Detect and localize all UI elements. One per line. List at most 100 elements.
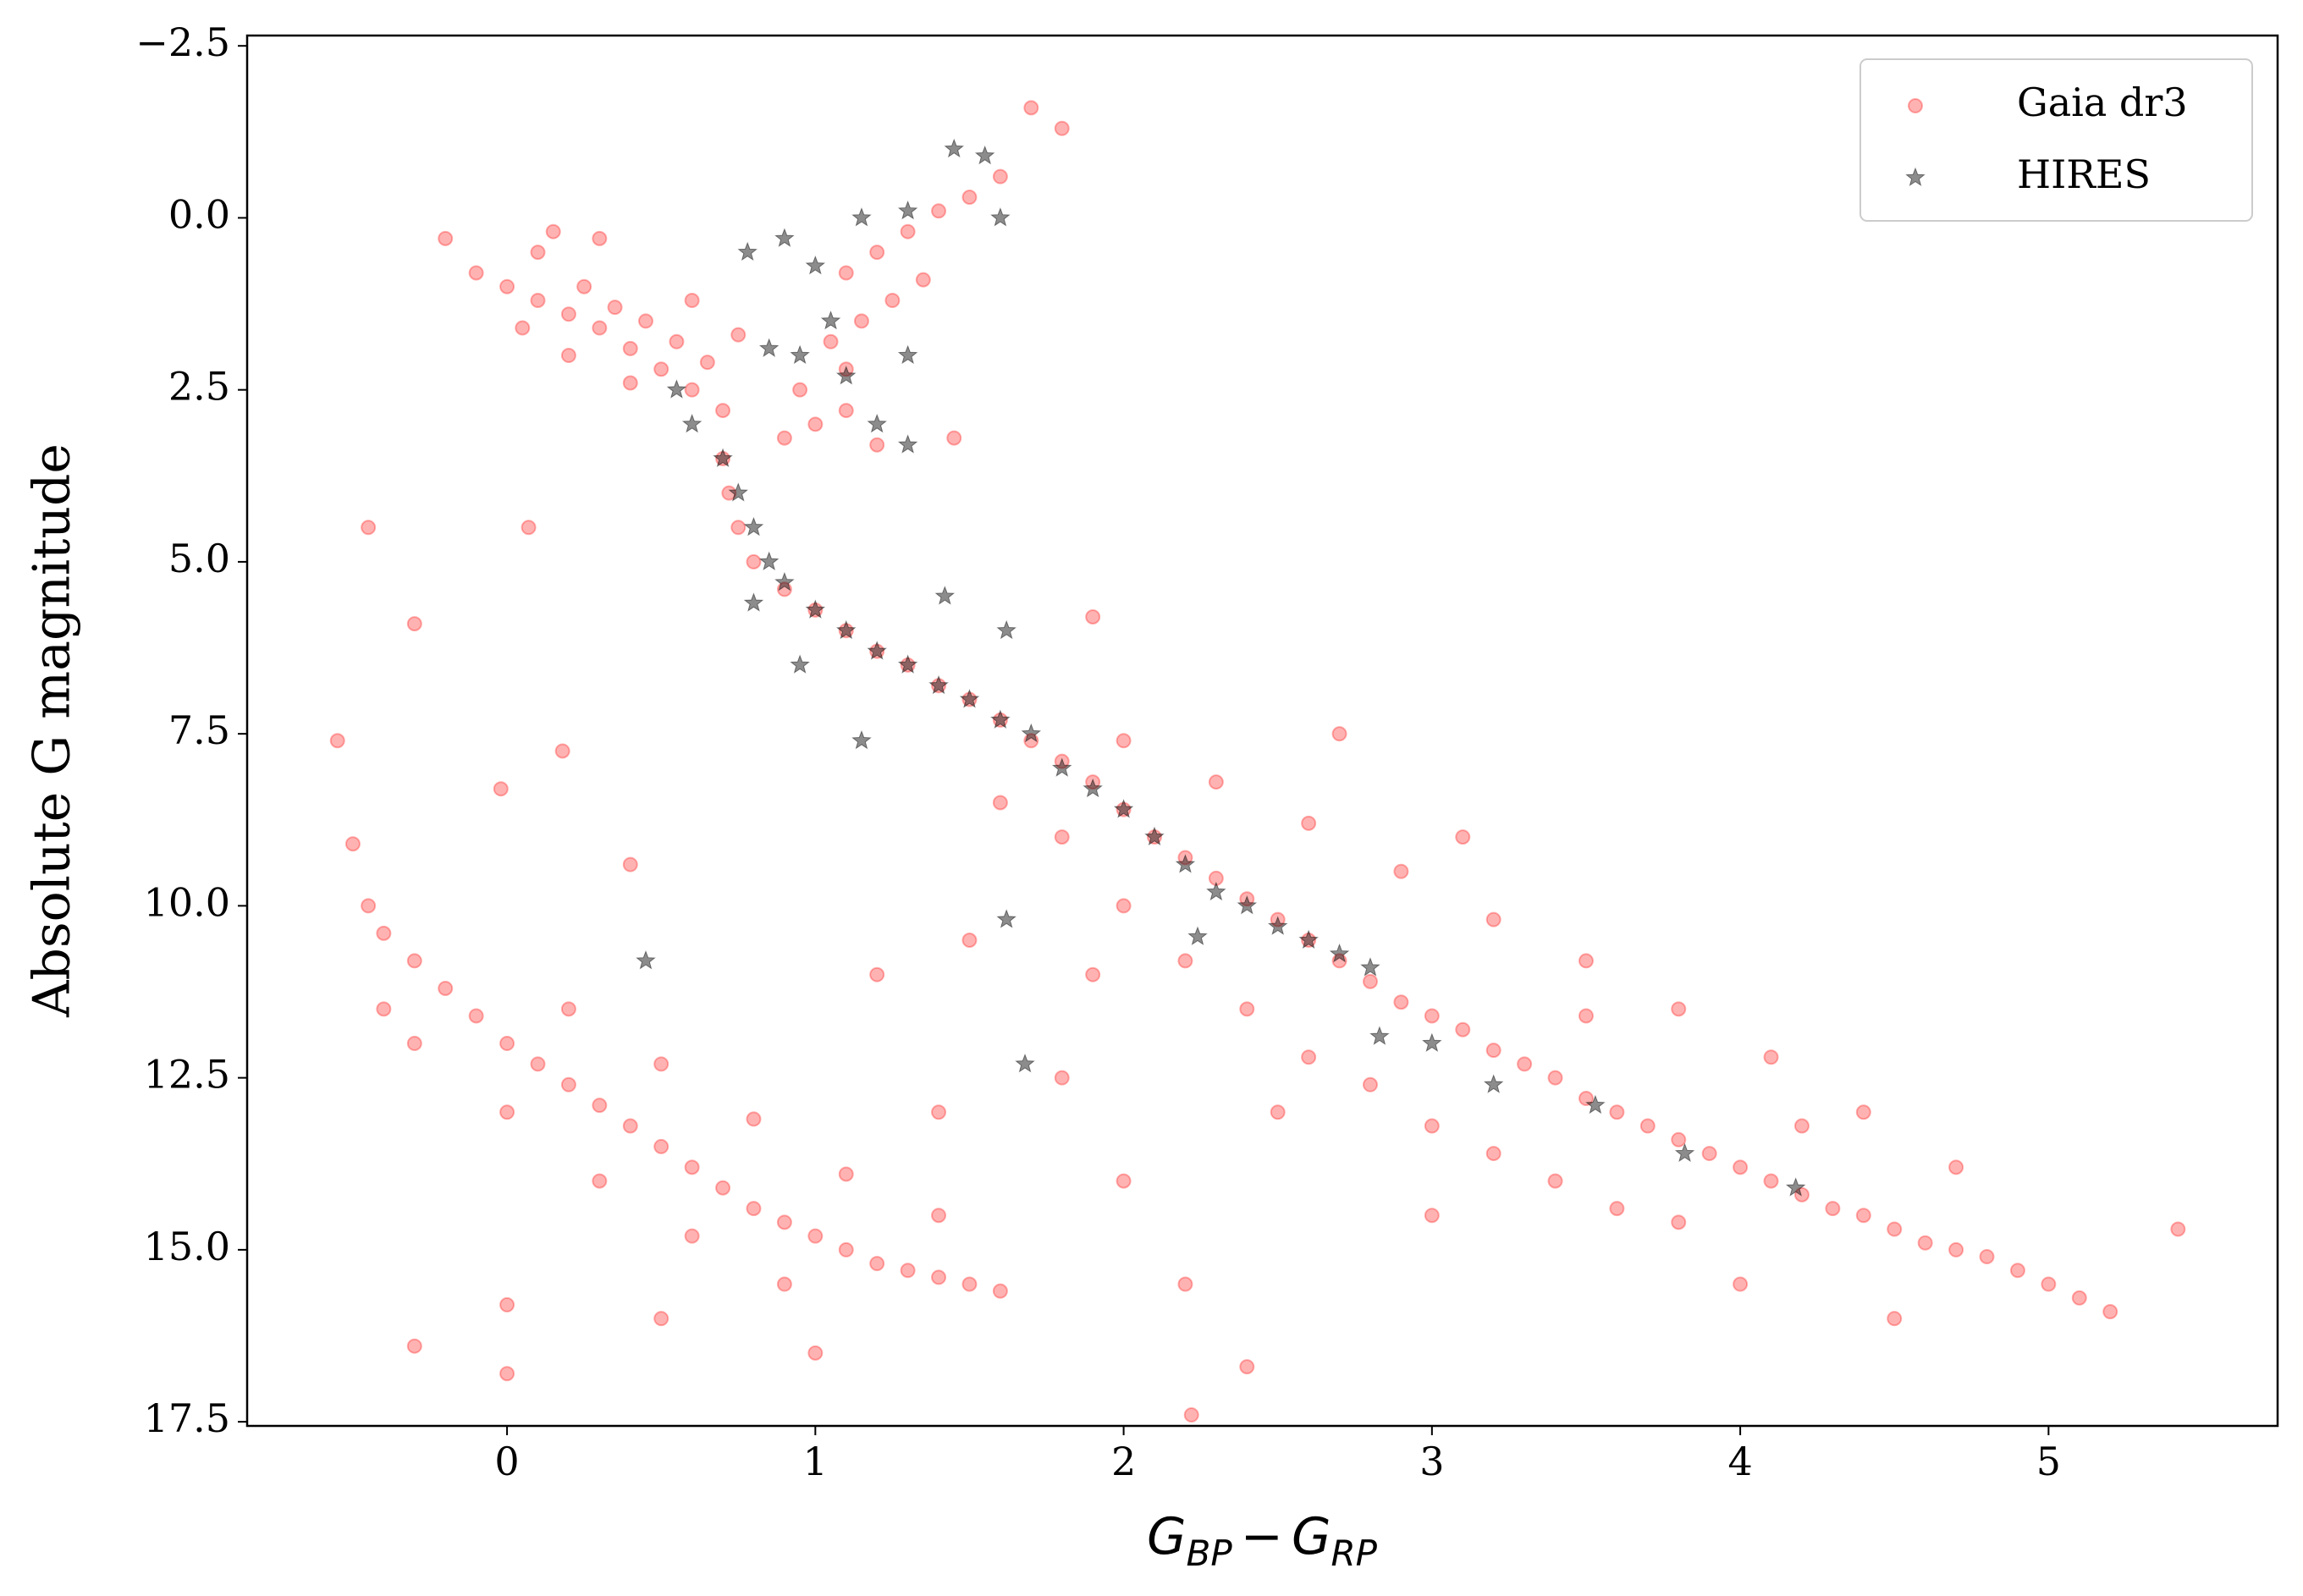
data-point	[990, 709, 1011, 729]
data-point	[1116, 1173, 1132, 1189]
legend-label: HIRES	[2017, 151, 2151, 197]
data-point	[1298, 929, 1319, 949]
data-point	[1023, 733, 1039, 749]
data-point	[743, 516, 764, 537]
data-point	[931, 1208, 947, 1224]
data-point	[545, 223, 561, 239]
data-point	[653, 361, 669, 377]
data-point	[746, 1111, 762, 1127]
data-point	[468, 1008, 484, 1024]
data-point	[1239, 1359, 1255, 1375]
data-point	[838, 265, 854, 281]
data-point	[515, 320, 531, 336]
y-tick-label: 12.5	[144, 1052, 230, 1098]
data-point	[961, 1276, 978, 1292]
data-point	[499, 1104, 515, 1120]
data-point	[653, 1138, 669, 1154]
data-point	[361, 520, 377, 536]
data-point	[1083, 778, 1103, 798]
data-point	[2170, 1221, 2186, 1237]
data-point	[1116, 898, 1132, 914]
data-point	[1763, 1049, 1779, 1065]
data-point	[592, 1098, 608, 1114]
data-point	[666, 379, 687, 399]
data-point	[1177, 953, 1193, 969]
data-point	[1671, 1131, 1687, 1147]
data-point	[406, 616, 422, 632]
data-point	[746, 1201, 762, 1217]
x-axis-label: GBP − GRP	[1147, 1507, 1378, 1574]
data-point	[996, 619, 1017, 640]
data-point	[1422, 1032, 1442, 1053]
data-point	[622, 856, 638, 872]
data-point	[715, 450, 731, 466]
data-point	[406, 953, 422, 969]
data-point	[1054, 120, 1070, 136]
data-point	[1424, 1008, 1440, 1024]
data-point	[1424, 1208, 1440, 1224]
data-point	[1609, 1201, 1625, 1217]
data-point	[900, 657, 916, 673]
data-point	[990, 207, 1011, 227]
data-point	[1360, 957, 1380, 977]
data-point	[493, 781, 509, 797]
data-point	[1578, 953, 1594, 969]
x-tick-label: 2	[1111, 1439, 1136, 1484]
data-point	[329, 733, 345, 749]
data-point	[838, 623, 854, 639]
data-point	[1237, 894, 1258, 915]
data-point	[1239, 891, 1255, 907]
data-point	[1825, 1201, 1841, 1217]
data-point	[851, 729, 872, 750]
data-point	[897, 344, 918, 365]
data-point	[1483, 1074, 1504, 1093]
y-axis-label: Absolute G magnitude	[23, 443, 82, 1018]
data-point	[774, 571, 795, 592]
data-point	[961, 691, 978, 707]
data-point	[1424, 1118, 1440, 1134]
x-tick-label: 1	[803, 1439, 828, 1484]
data-point	[1051, 757, 1072, 777]
data-point	[1113, 799, 1134, 818]
data-point	[758, 551, 780, 570]
data-point	[2041, 1276, 2057, 1292]
data-point	[1671, 1001, 1687, 1017]
data-point	[1455, 1021, 1471, 1037]
data-point	[1393, 994, 1409, 1010]
x-label-part: G	[1147, 1507, 1187, 1566]
data-point	[838, 403, 854, 419]
data-point	[928, 674, 949, 695]
data-point	[743, 592, 764, 612]
data-point	[530, 1056, 546, 1072]
data-point	[728, 482, 749, 502]
x-label-part: −	[1241, 1507, 1283, 1566]
data-point	[730, 520, 747, 536]
data-point	[884, 292, 901, 308]
data-point	[835, 365, 857, 385]
data-point	[1362, 973, 1378, 989]
data-point	[992, 1283, 1008, 1299]
data-point	[637, 313, 653, 329]
data-point	[823, 333, 839, 349]
legend-marker	[1908, 98, 1923, 113]
data-point	[758, 338, 780, 357]
data-point	[684, 292, 700, 308]
data-point	[944, 138, 965, 158]
data-point	[499, 1366, 515, 1382]
data-point	[869, 437, 885, 453]
data-point	[934, 586, 956, 605]
data-point	[699, 355, 715, 371]
data-point	[636, 950, 656, 970]
data-point	[1054, 753, 1070, 769]
data-point	[1270, 1104, 1286, 1120]
data-point	[1585, 1094, 1606, 1114]
data-point	[1547, 1173, 1563, 1189]
data-point	[1917, 1235, 1933, 1251]
data-point	[560, 1001, 576, 1017]
x-label-part: RP	[1331, 1533, 1377, 1574]
data-point	[622, 1118, 638, 1134]
data-point	[746, 553, 762, 570]
data-point	[1639, 1118, 1656, 1134]
data-point	[790, 344, 810, 365]
